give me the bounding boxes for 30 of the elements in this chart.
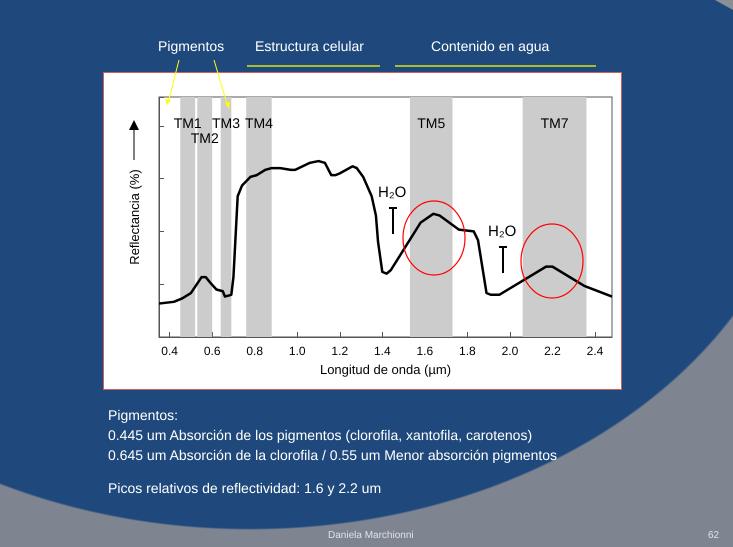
annotation: H₂O [378, 184, 406, 201]
x-tick-label: 0.8 [246, 344, 264, 358]
band-label: TM5 [417, 115, 446, 131]
x-tick-label: 2.0 [502, 344, 519, 358]
text: Pigmentos: [108, 407, 178, 423]
x-tick-label: 1.8 [459, 344, 476, 358]
text: Daniela Marchionni [328, 530, 414, 541]
x-tick-label: 2.4 [586, 344, 604, 358]
x-tick-label: 1.0 [288, 344, 306, 358]
band-label: TM2 [190, 130, 219, 146]
band-label: TM7 [540, 115, 569, 131]
text: 62 [708, 530, 720, 541]
band-label: TM1 [174, 115, 202, 131]
text: Contenido en agua [431, 38, 550, 54]
text: 0.445 um Absorción de los pigmentos (clorofila, xantofila, carotenos) [108, 427, 532, 443]
text: Estructura celular [255, 38, 364, 54]
x-tick-label: 1.6 [416, 344, 434, 358]
x-tick-label: 2.2 [544, 344, 562, 358]
text: Picos relativos de reflectividad: 1.6 y 2.2 um [108, 480, 382, 496]
x-axis-title: Longitud de onda (µm) [320, 362, 452, 377]
x-tick-label: 1.2 [331, 344, 348, 358]
annotation: H₂O [488, 223, 516, 240]
x-tick-label: 0.6 [204, 344, 221, 358]
text: 0.645 um Absorción de la clorofila / 0.55 um Menor absorción pigmentos [108, 447, 558, 463]
band-label: TM3 [212, 115, 240, 131]
x-tick-label: 0.4 [161, 344, 178, 358]
band-label: TM4 [244, 115, 274, 131]
x-tick-label: 1.4 [374, 344, 391, 358]
text: Pigmentos [158, 38, 224, 54]
y-axis-title: Reflectancia (%) [127, 169, 142, 265]
